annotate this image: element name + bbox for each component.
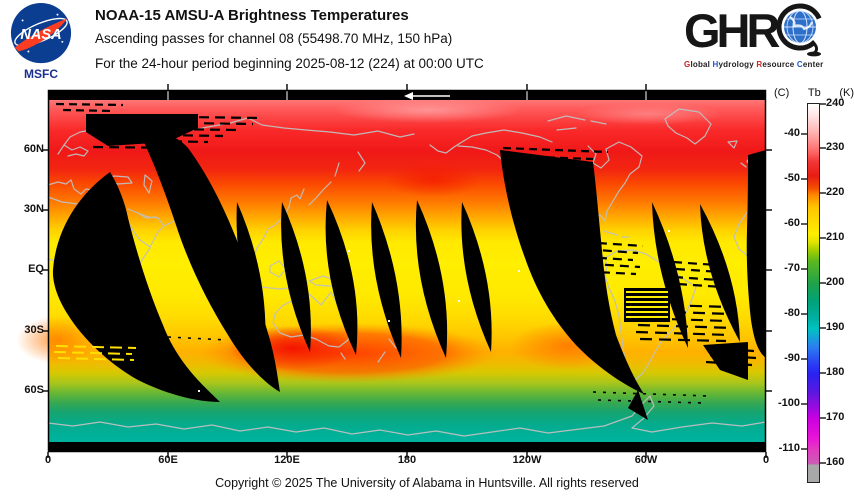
k-tick-240: 240 bbox=[826, 97, 845, 109]
ghrc-globe-icon bbox=[776, 3, 824, 57]
lon-label-60w: 60W bbox=[634, 454, 658, 466]
colorbar bbox=[807, 103, 820, 483]
c-tick--90: -90 bbox=[784, 352, 800, 364]
k-tick-160: 160 bbox=[826, 456, 845, 468]
k-tick-190: 190 bbox=[826, 321, 845, 333]
ghrc-tagline: Global Hydrology Resource Center bbox=[684, 60, 824, 69]
lon-label-120w: 120W bbox=[512, 454, 542, 466]
k-tick-230: 230 bbox=[826, 141, 845, 153]
residual-scan-stripes bbox=[53, 291, 668, 361]
k-tick-220: 220 bbox=[826, 186, 845, 198]
tagline-initial: H bbox=[712, 60, 719, 69]
polar-gap-south bbox=[48, 442, 766, 452]
colorbar-unit-tb: Tb bbox=[807, 87, 821, 99]
c-tick--40: -40 bbox=[784, 127, 800, 139]
lat-label-60s: 60S bbox=[24, 384, 44, 396]
nasa-insignia-icon: NASA bbox=[10, 3, 72, 64]
k-tick-200: 200 bbox=[826, 276, 845, 288]
c-tick--100: -100 bbox=[777, 397, 800, 409]
subtitle-period: For the 24-hour period beginning 2025-08… bbox=[95, 56, 484, 71]
k-tick-170: 170 bbox=[826, 411, 845, 423]
subtitle-channel: Ascending passes for channel 08 (55498.7… bbox=[95, 31, 453, 46]
lon-label-0e: 0 bbox=[762, 454, 770, 466]
c-tick--50: -50 bbox=[784, 172, 800, 184]
c-tick--70: -70 bbox=[784, 262, 800, 274]
lon-label-180: 180 bbox=[397, 454, 417, 466]
ghrc-logo: GHR Global Hydrology Resource Center bbox=[684, 2, 852, 82]
c-tick--110: -110 bbox=[778, 442, 800, 454]
lat-label-eq: EQ bbox=[28, 263, 44, 275]
ghrc-letters: GHR bbox=[684, 4, 780, 57]
colorbar-ticks bbox=[801, 103, 826, 464]
west-arrow-icon bbox=[404, 92, 450, 100]
lon-label-120e: 120E bbox=[274, 454, 300, 466]
brightness-temperature-map bbox=[16, 84, 772, 458]
tagline-initial: R bbox=[756, 60, 763, 69]
colorbar-unit-c: (C) bbox=[774, 87, 790, 99]
lat-label-30s: 30S bbox=[24, 324, 44, 336]
axes-frame bbox=[42, 84, 772, 458]
page-title: NOAA-15 AMSU-A Brightness Temperatures bbox=[95, 7, 409, 24]
c-tick--60: -60 bbox=[784, 217, 800, 229]
colorbar-unit-k: (K) bbox=[839, 87, 854, 99]
lat-label-30n: 30N bbox=[23, 203, 44, 215]
copyright-notice: Copyright © 2025 The University of Alaba… bbox=[215, 476, 639, 490]
k-tick-210: 210 bbox=[826, 231, 845, 243]
colorbar-header: (C) Tb (K) bbox=[774, 87, 854, 99]
msfc-label: MSFC bbox=[24, 67, 58, 81]
speckles bbox=[198, 230, 670, 392]
lon-label-60e: 60E bbox=[158, 454, 178, 466]
k-tick-180: 180 bbox=[826, 366, 845, 378]
tagline-initial: G bbox=[684, 60, 691, 69]
lat-label-60n: 60N bbox=[23, 143, 44, 155]
lon-label-0w: 0 bbox=[44, 454, 52, 466]
missing-scan-lines bbox=[55, 102, 757, 404]
top-strip-ticks bbox=[167, 90, 647, 100]
tagline-initial: C bbox=[796, 60, 803, 69]
c-tick--80: -80 bbox=[784, 307, 800, 319]
svg-text:NASA: NASA bbox=[20, 27, 61, 43]
